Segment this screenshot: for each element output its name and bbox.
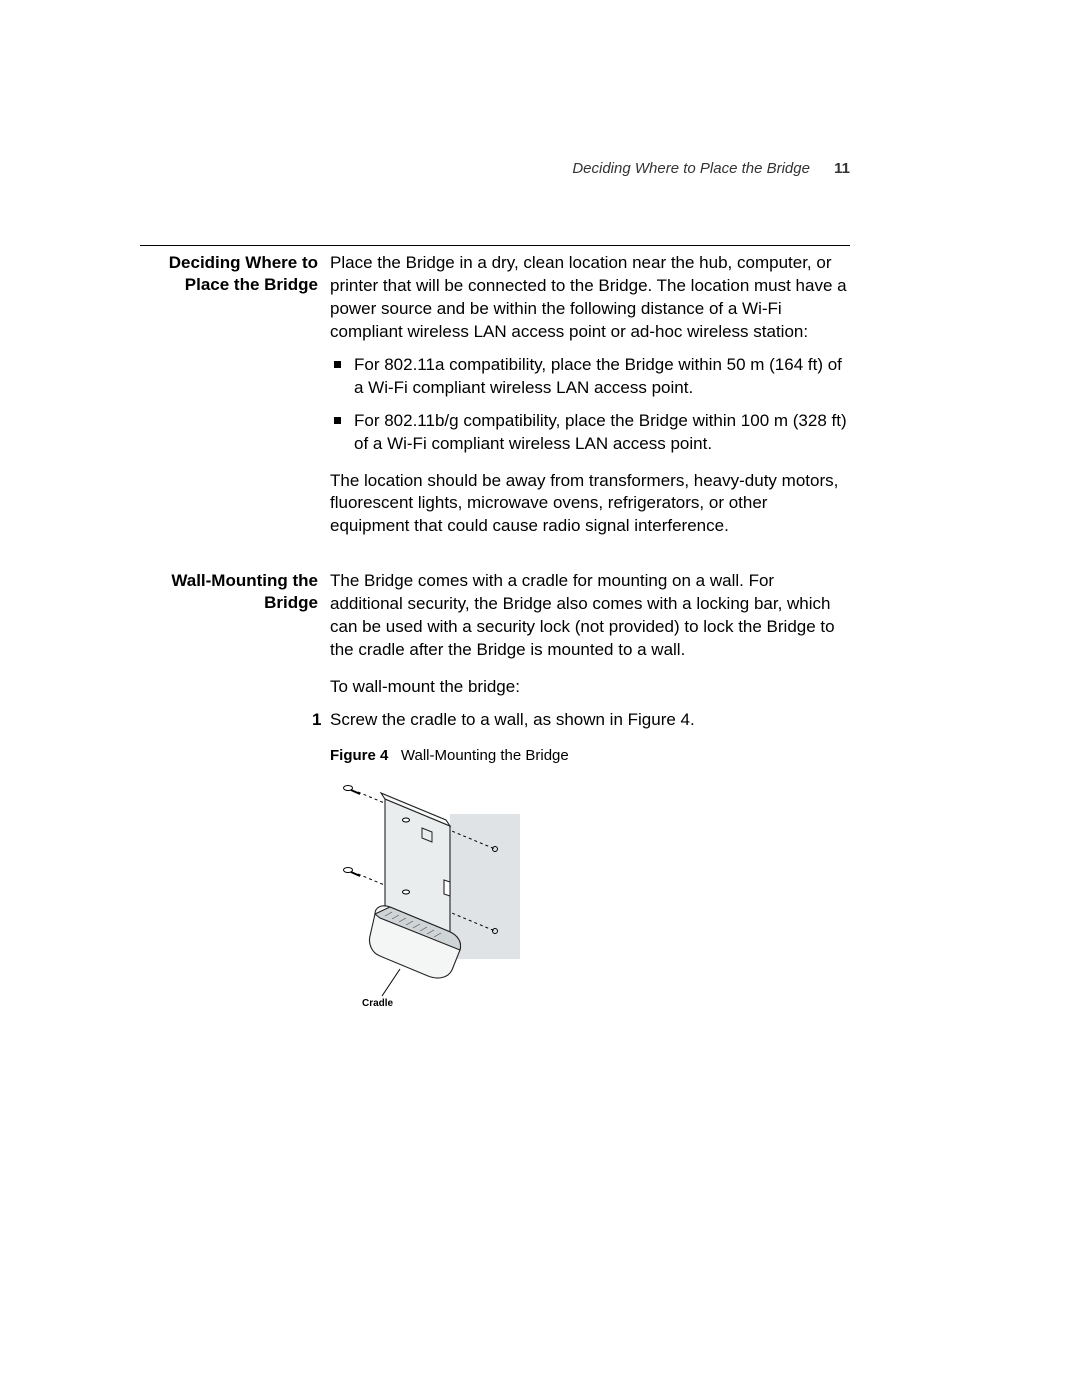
svg-screw-top — [344, 786, 361, 795]
wall-mount-diagram-icon: Cradle — [330, 774, 540, 1009]
figure-wall-mounting: Cradle — [330, 774, 540, 1009]
bullet-list: For 802.11a compatibility, place the Bri… — [330, 354, 850, 456]
figure-caption: Figure 4 Wall-Mounting the Bridge — [330, 746, 850, 766]
section-wallmount: Wall-Mounting the Bridge The Bridge come… — [140, 570, 850, 1009]
figure-label: Figure 4 — [330, 747, 388, 764]
section-gap — [140, 548, 850, 570]
page-number: 11 — [834, 160, 850, 177]
side-heading: Wall-Mounting the Bridge — [140, 570, 330, 614]
paragraph: To wall-mount the bridge: — [330, 676, 850, 699]
running-title: Deciding Where to Place the Bridge — [572, 160, 810, 177]
figure-title: Wall-Mounting the Bridge — [401, 747, 569, 764]
side-heading: Deciding Where to Place the Bridge — [140, 252, 330, 296]
paragraph: The Bridge comes with a cradle for mount… — [330, 570, 850, 662]
step-number: 1 — [312, 709, 321, 732]
bullet-item: For 802.11a compatibility, place the Bri… — [330, 354, 850, 400]
header-rule — [140, 245, 850, 246]
running-header: Deciding Where to Place the Bridge 11 — [572, 160, 850, 177]
figure-callout-label: Cradle — [362, 998, 394, 1009]
step-text: Screw the cradle to a wall, as shown in … — [330, 710, 695, 729]
numbered-step: 1 Screw the cradle to a wall, as shown i… — [330, 709, 850, 732]
paragraph: Place the Bridge in a dry, clean locatio… — [330, 252, 850, 344]
svg-screw-bottom — [344, 868, 361, 877]
content-area: Deciding Where to Place the Bridge Place… — [140, 252, 850, 1009]
section-body: The Bridge comes with a cradle for mount… — [330, 570, 850, 1009]
paragraph: The location should be away from transfo… — [330, 470, 850, 539]
section-deciding: Deciding Where to Place the Bridge Place… — [140, 252, 850, 548]
section-body: Place the Bridge in a dry, clean locatio… — [330, 252, 850, 548]
svg-wall — [450, 814, 520, 959]
bullet-item: For 802.11b/g compatibility, place the B… — [330, 410, 850, 456]
page: Deciding Where to Place the Bridge 11 De… — [0, 0, 1080, 1397]
